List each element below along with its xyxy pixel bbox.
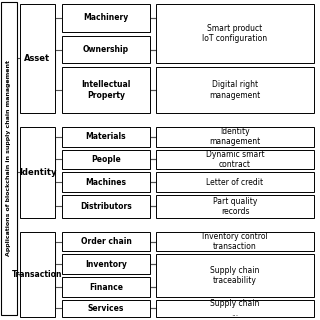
FancyBboxPatch shape — [20, 4, 55, 113]
FancyBboxPatch shape — [156, 195, 314, 218]
FancyBboxPatch shape — [62, 36, 150, 63]
FancyBboxPatch shape — [156, 127, 314, 147]
FancyBboxPatch shape — [62, 300, 150, 317]
FancyBboxPatch shape — [156, 149, 314, 169]
FancyBboxPatch shape — [62, 172, 150, 192]
Text: Intellectual
Property: Intellectual Property — [81, 80, 131, 100]
Text: Machines: Machines — [85, 178, 126, 187]
Text: Applications of blockchain in supply chain management: Applications of blockchain in supply cha… — [6, 60, 12, 256]
Text: Identity: Identity — [19, 168, 56, 177]
Text: Letter of credit: Letter of credit — [206, 178, 264, 187]
Text: Order chain: Order chain — [81, 237, 132, 246]
FancyBboxPatch shape — [156, 172, 314, 192]
FancyBboxPatch shape — [20, 127, 55, 218]
FancyBboxPatch shape — [62, 277, 150, 297]
Text: Part quality
records: Part quality records — [213, 197, 257, 216]
Text: Supply chain
...: Supply chain ... — [210, 299, 260, 318]
Text: Inventory control
transaction: Inventory control transaction — [202, 232, 268, 251]
Text: Inventory: Inventory — [85, 260, 127, 269]
Text: Asset: Asset — [24, 54, 51, 63]
FancyBboxPatch shape — [20, 232, 55, 317]
FancyBboxPatch shape — [62, 4, 150, 32]
FancyBboxPatch shape — [156, 4, 314, 63]
Text: Identity
management: Identity management — [209, 127, 260, 146]
Text: Dynamic smart
contract: Dynamic smart contract — [206, 150, 264, 169]
Text: Services: Services — [88, 304, 124, 313]
Text: Materials: Materials — [86, 132, 126, 141]
FancyBboxPatch shape — [156, 300, 314, 317]
Text: Distributors: Distributors — [80, 202, 132, 211]
FancyBboxPatch shape — [62, 232, 150, 252]
FancyBboxPatch shape — [62, 149, 150, 169]
FancyBboxPatch shape — [62, 127, 150, 147]
Text: Smart product
IoT configuration: Smart product IoT configuration — [203, 24, 268, 44]
Text: Supply chain
traceability: Supply chain traceability — [210, 266, 260, 285]
FancyBboxPatch shape — [62, 195, 150, 218]
FancyBboxPatch shape — [156, 254, 314, 297]
Text: People: People — [91, 155, 121, 164]
Text: Digital right
management: Digital right management — [209, 80, 260, 100]
FancyBboxPatch shape — [1, 2, 17, 315]
FancyBboxPatch shape — [156, 232, 314, 252]
FancyBboxPatch shape — [62, 254, 150, 274]
Text: Transaction: Transaction — [12, 270, 63, 279]
FancyBboxPatch shape — [156, 67, 314, 113]
Text: Machinery: Machinery — [84, 13, 129, 22]
Text: Ownership: Ownership — [83, 45, 129, 54]
Text: Finance: Finance — [89, 283, 123, 292]
FancyBboxPatch shape — [62, 67, 150, 113]
